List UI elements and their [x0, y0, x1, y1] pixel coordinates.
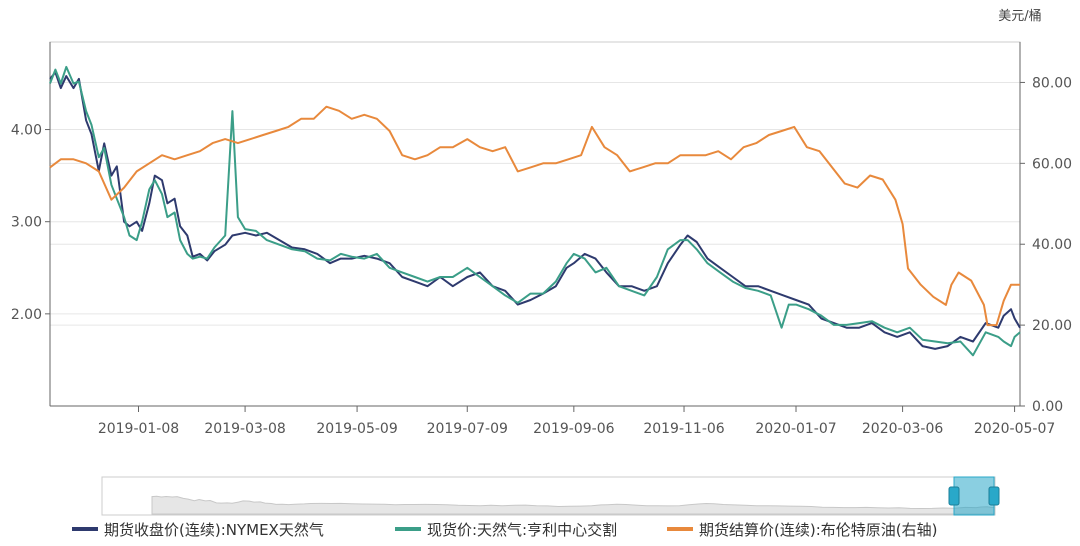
legend-label-0: 期货收盘价(连续):NYMEX天然气: [104, 521, 324, 539]
x-axis-tick-label: 2019-03-08: [204, 421, 285, 437]
left-axis-tick-label: 4.00: [11, 123, 42, 139]
x-axis-tick-label: 2019-11-06: [643, 421, 724, 437]
right-axis-tick-label: 80.00: [1032, 75, 1072, 91]
x-axis-tick-label: 2020-01-07: [755, 421, 836, 437]
legend: 期货收盘价(连续):NYMEX天然气 现货价:天然气:亨利中心交割 期货结算价(连续…: [72, 521, 937, 539]
left-axis-tick-label: 3.00: [11, 215, 42, 231]
x-axis-tick-label: 2019-01-08: [98, 421, 179, 437]
x-axis-tick-label: 2020-05-07: [974, 421, 1055, 437]
axis-layer: 0.00 20.00 40.00 60.00 80.00 2.00 3.00 4.00 2019…: [11, 42, 1072, 437]
slider-selection[interactable]: [953, 476, 995, 516]
right-axis-tick-label: 20.00: [1032, 318, 1072, 334]
series-line-0: [49, 71, 1021, 350]
series-line-2: [49, 105, 1020, 327]
right-axis-unit: 美元/桶: [998, 9, 1041, 24]
x-axis-tick-label: 2019-05-09: [316, 421, 397, 437]
slider-overview: [151, 495, 996, 515]
x-axis-tick-label: 2019-09-06: [533, 421, 614, 437]
grid-layer: [49, 41, 1021, 407]
x-axis-tick-label: 2020-03-06: [862, 421, 943, 437]
slider-handle-right[interactable]: [988, 486, 1000, 506]
x-axis-tick-label: 2019-07-09: [427, 421, 508, 437]
series-line-1: [49, 65, 1021, 357]
right-axis-tick-label: 40.00: [1032, 237, 1072, 253]
right-axis-tick-label: 60.00: [1032, 156, 1072, 172]
data-zoom-slider[interactable]: [101, 476, 1000, 516]
legend-label-2: 期货结算价(连续):布伦特原油(右轴): [699, 521, 937, 539]
legend-label-1: 现货价:天然气:亨利中心交割: [427, 521, 617, 539]
series-layer: [49, 65, 1021, 357]
left-axis-tick-label: 2.00: [11, 307, 42, 323]
plot-frame: [49, 41, 1021, 407]
right-axis-tick-label: 0.00: [1032, 399, 1063, 415]
slider-handle-left[interactable]: [948, 486, 960, 506]
